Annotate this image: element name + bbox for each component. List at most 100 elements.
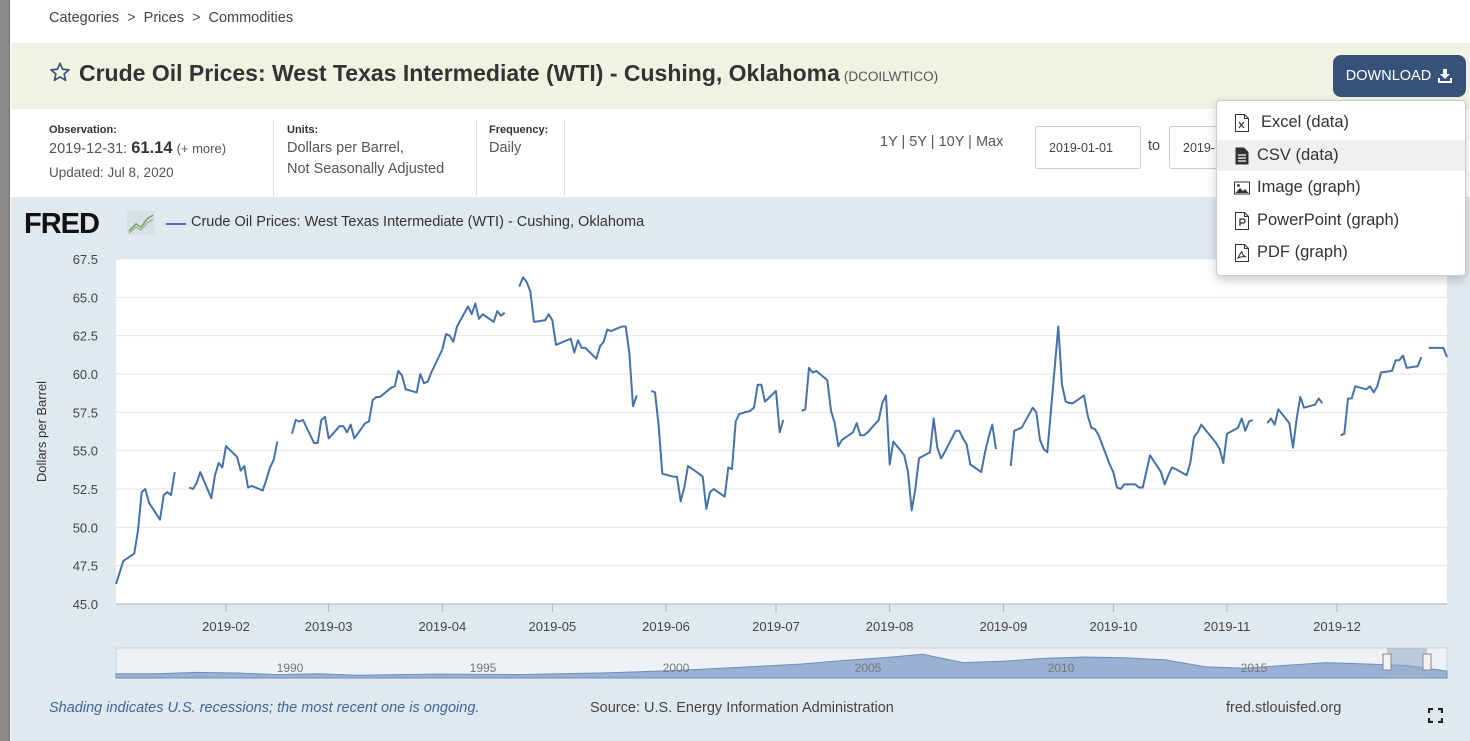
y-tick-label: 60.0	[73, 367, 98, 382]
y-tick-label: 57.5	[73, 405, 98, 420]
y-tick-label: 65.0	[73, 290, 98, 305]
units-line2: Not Seasonally Adjusted	[287, 161, 445, 177]
legend-series-name: Crude Oil Prices: West Texas Intermediat…	[191, 214, 645, 230]
observation-value: 61.14	[131, 139, 173, 157]
download-excel-label: Excel (data)	[1261, 113, 1350, 131]
navigator-year-label: 1995	[470, 661, 497, 675]
navigator-year-label: 1990	[277, 661, 304, 675]
y-tick-label: 62.5	[73, 329, 98, 344]
fred-logo: FRED	[24, 208, 100, 240]
navigator-year-label: 2015	[1241, 661, 1268, 675]
download-csv-item[interactable]: CSV (data)	[1217, 140, 1465, 171]
x-tick-label: 2019-12	[1313, 619, 1361, 634]
image-icon	[1234, 181, 1250, 194]
navigator-handle[interactable]	[1422, 653, 1432, 671]
series-line	[518, 276, 638, 408]
powerpoint-file-icon	[1235, 211, 1249, 230]
breadcrumb-separator: >	[191, 10, 201, 26]
breadcrumb-prices[interactable]: Prices	[143, 10, 184, 26]
y-tick-label: 50.0	[73, 520, 98, 535]
navigator-year-label: 2005	[855, 661, 882, 675]
frequency-value: Daily	[489, 140, 522, 156]
plot-area	[116, 259, 1447, 604]
download-powerpoint-item[interactable]: PowerPoint (graph)	[1217, 205, 1465, 236]
breadcrumb-commodities[interactable]: Commodities	[208, 10, 294, 26]
x-tick-label: 2019-05	[528, 619, 576, 634]
fred-graph-icon	[127, 211, 155, 235]
frequency-panel: Frequency: Daily	[489, 120, 565, 196]
series-line	[188, 441, 279, 500]
y-tick-label: 55.0	[73, 444, 98, 459]
download-menu: Excel (data) CSV (data) Image (graph) Po…	[1216, 100, 1466, 276]
series-line	[650, 383, 785, 510]
navigator-year-label: 2010	[1048, 661, 1075, 675]
title-band	[11, 43, 1470, 109]
x-tick-label: 2019-04	[418, 619, 466, 634]
legend-swatch	[166, 223, 186, 225]
series-line	[1009, 325, 1254, 490]
source-text: Source: U.S. Energy Information Administ…	[590, 700, 894, 716]
download-button[interactable]: DOWNLOAD	[1333, 55, 1466, 97]
fred-site-link[interactable]: fred.stlouisfed.org	[1226, 700, 1342, 716]
series-line	[1340, 354, 1423, 437]
pdf-file-icon	[1235, 243, 1249, 262]
page-title: Crude Oil Prices: West Texas Intermediat…	[79, 60, 938, 87]
recession-note: Shading indicates U.S. recessions; the m…	[49, 700, 480, 716]
download-label: DOWNLOAD	[1345, 68, 1432, 84]
download-image-item[interactable]: Image (graph)	[1217, 172, 1465, 203]
series-id: (DCOILWTICO)	[843, 69, 939, 84]
navigator-handle[interactable]	[1382, 653, 1392, 671]
series-line	[115, 471, 176, 585]
window-left-edge	[0, 0, 10, 741]
fullscreen-icon[interactable]	[1428, 708, 1443, 723]
x-tick-label: 2019-11	[1204, 619, 1251, 634]
x-tick-label: 2019-07	[752, 619, 800, 634]
start-date-input[interactable]: 2019-01-01	[1035, 126, 1141, 169]
series-line	[801, 366, 997, 512]
y-tick-label: 67.5	[73, 252, 98, 267]
download-excel-item[interactable]: Excel (data)	[1217, 107, 1465, 138]
y-axis-title: Dollars per Barrel	[34, 381, 49, 482]
y-tick-label: 47.5	[73, 559, 98, 574]
date-to-label: to	[1148, 138, 1161, 154]
series-title: Crude Oil Prices: West Texas Intermediat…	[79, 60, 840, 86]
range-selector[interactable]: 1Y | 5Y | 10Y | Max	[880, 134, 1004, 150]
series-line	[291, 302, 506, 444]
observation-panel: Observation: 2019-12-31: 61.14 (+ more) …	[49, 120, 274, 196]
series-line	[1266, 396, 1324, 449]
download-pdf-item[interactable]: PDF (graph)	[1217, 237, 1465, 268]
csv-file-icon	[1235, 147, 1249, 164]
navigator-area	[115, 653, 1448, 679]
more-observations-link[interactable]: (+ more)	[176, 141, 227, 156]
series-line	[1428, 346, 1448, 358]
units-line1: Dollars per Barrel,	[287, 140, 404, 156]
excel-file-icon	[1235, 113, 1249, 132]
updated-date: Updated: Jul 8, 2020	[49, 165, 174, 180]
breadcrumb-categories[interactable]: Categories	[49, 10, 120, 26]
observation-date: 2019-12-31:	[49, 141, 128, 157]
download-csv-label: CSV (data)	[1257, 146, 1339, 164]
breadcrumb: Categories > Prices > Commodities	[49, 10, 297, 26]
x-tick-label: 2019-09	[979, 619, 1027, 634]
y-tick-label: 52.5	[73, 482, 98, 497]
x-tick-label: 2019-06	[642, 619, 690, 634]
x-tick-label: 2019-03	[305, 619, 353, 634]
download-icon	[1438, 69, 1453, 83]
units-label: Units:	[287, 124, 319, 136]
y-tick-label: 45.0	[73, 597, 98, 612]
download-pdf-label: PDF (graph)	[1257, 243, 1348, 261]
download-powerpoint-label: PowerPoint (graph)	[1257, 211, 1400, 229]
x-tick-label: 2019-02	[202, 619, 250, 634]
navigator-year-label: 2000	[663, 661, 690, 675]
observation-value-line: 2019-12-31: 61.14 (+ more)	[49, 138, 273, 160]
units-panel: Units: Dollars per Barrel, Not Seasonall…	[287, 120, 477, 196]
download-image-label: Image (graph)	[1257, 178, 1361, 196]
breadcrumb-separator: >	[127, 10, 136, 26]
navigator-selection	[1387, 648, 1427, 678]
x-tick-label: 2019-08	[866, 619, 914, 634]
frequency-label: Frequency:	[489, 124, 549, 136]
x-tick-label: 2019-10	[1089, 619, 1137, 634]
observation-label: Observation:	[49, 124, 117, 136]
star-icon[interactable]	[49, 61, 71, 83]
